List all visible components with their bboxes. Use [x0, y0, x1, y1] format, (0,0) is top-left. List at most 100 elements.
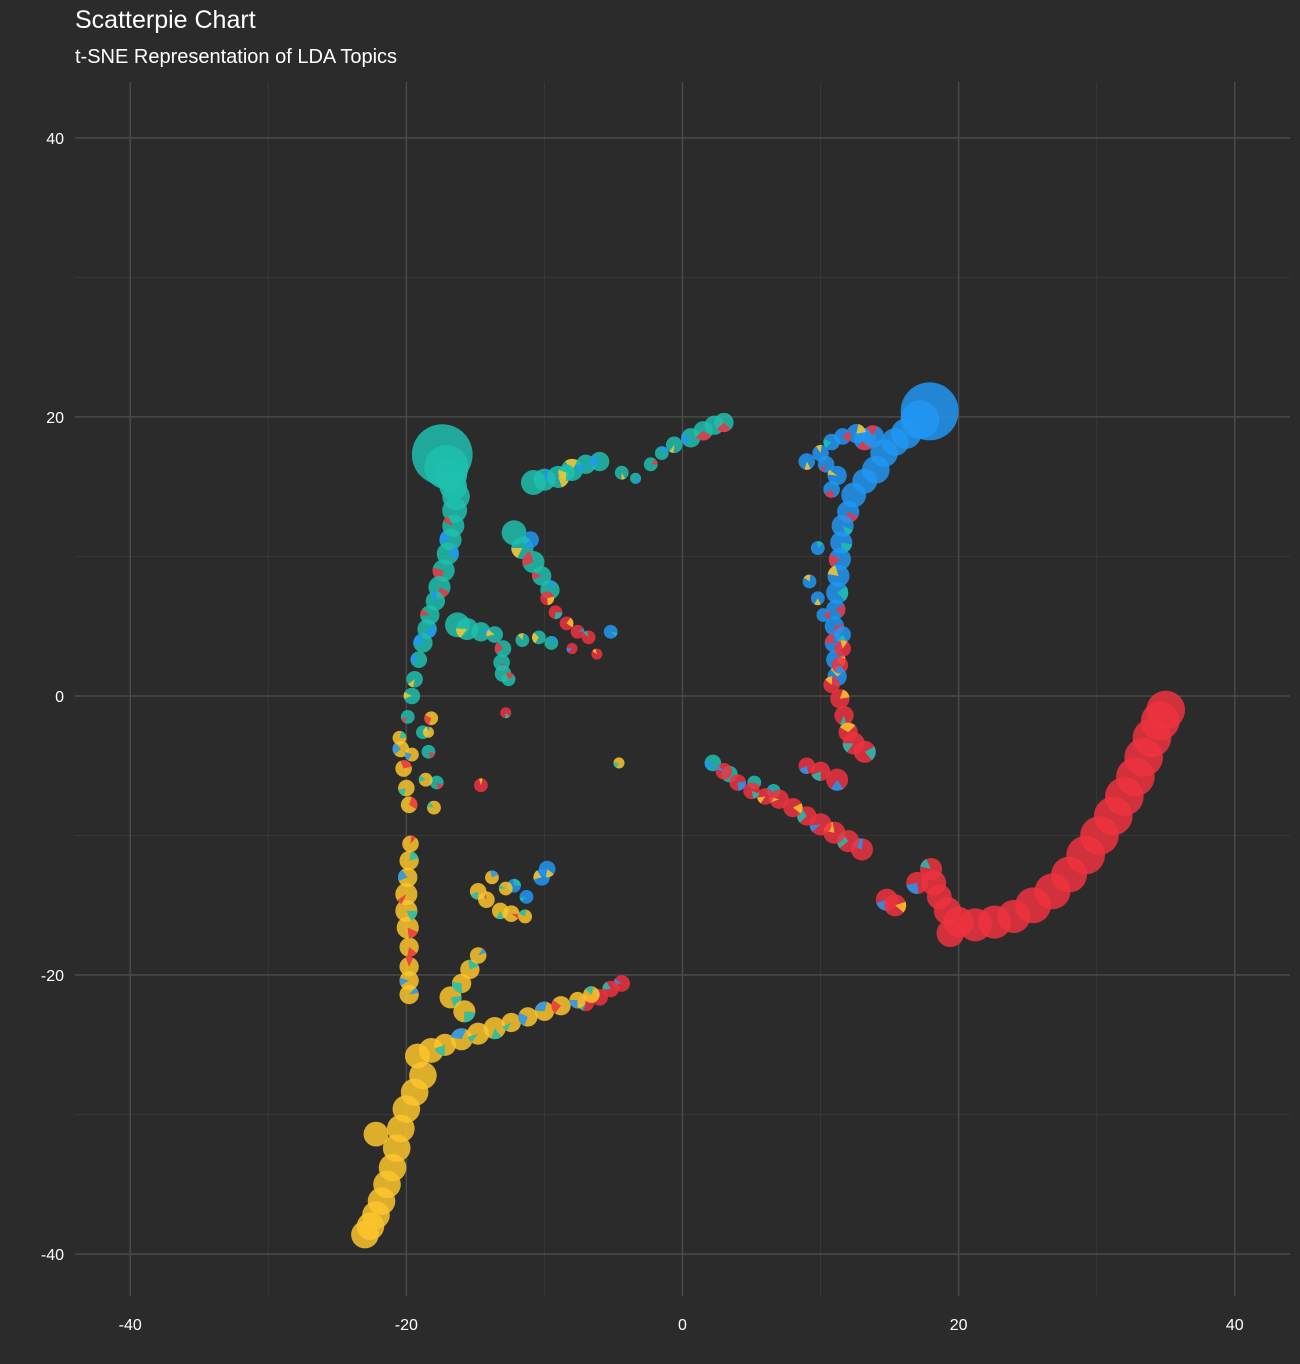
pie-slice — [839, 689, 850, 699]
pie-slice — [635, 478, 642, 484]
chart-subtitle: t-SNE Representation of LDA Topics — [75, 46, 398, 68]
pie-slice — [592, 648, 597, 655]
pie-slice — [522, 535, 531, 545]
pie-slice — [532, 571, 542, 580]
scatterpie-point — [515, 633, 530, 648]
pie-slice — [566, 647, 573, 653]
pie-slice — [430, 591, 438, 602]
pie-slice — [834, 665, 846, 674]
scatterpie-point — [769, 789, 789, 809]
pie-slice — [839, 722, 856, 733]
pie-slice — [809, 824, 821, 832]
scatterpie-point — [810, 591, 825, 606]
scatterpie-point — [474, 778, 488, 793]
pie-slice — [828, 554, 840, 567]
pie-slice — [920, 859, 932, 870]
pie-slice — [450, 1028, 467, 1040]
pie-slice — [532, 632, 539, 644]
pie-slice — [831, 779, 844, 791]
pie-slice — [409, 851, 419, 861]
pie-slice — [410, 835, 416, 844]
pie-slice — [715, 765, 724, 772]
pie-slice — [407, 679, 415, 688]
pie-slice — [554, 612, 563, 620]
pie-slice — [424, 714, 432, 725]
pie-slice — [467, 1033, 479, 1043]
pie-slice — [436, 782, 444, 790]
pie-slice — [513, 878, 521, 886]
pie-slice — [434, 1044, 446, 1056]
pie-slice — [400, 760, 412, 769]
pie-slice — [518, 909, 527, 917]
scatterpie-point — [519, 890, 534, 904]
y-tick-label: 40 — [46, 131, 64, 148]
x-tick-label: 40 — [1226, 1317, 1244, 1334]
y-tick-label: -40 — [41, 1247, 64, 1264]
pie-slice — [792, 803, 803, 814]
pie-slice — [866, 425, 878, 437]
scatterpie-point — [834, 626, 851, 643]
pie-slice — [522, 551, 534, 567]
pie-slice — [397, 894, 407, 905]
pie-slice — [864, 746, 876, 761]
pie-slice — [824, 489, 835, 498]
y-tick-label: 20 — [46, 410, 64, 427]
pie-slice — [407, 947, 417, 957]
pie-slice — [811, 771, 822, 781]
scatterpie-point — [483, 1017, 506, 1040]
pie-slice — [823, 439, 832, 449]
x-tick-label: 20 — [950, 1317, 968, 1334]
pie-slice — [842, 430, 851, 443]
scatterpie-point — [936, 919, 965, 948]
scatterpie-point — [831, 656, 849, 674]
pie-slice — [842, 743, 854, 753]
y-axis-ticks: 40 20 0 -20 -40 — [41, 131, 64, 1264]
scatterpie-point — [409, 1061, 437, 1090]
pie-slice — [681, 433, 691, 446]
x-tick-label: 0 — [678, 1317, 687, 1334]
scatterpie-point — [828, 548, 851, 571]
pie-slice — [470, 891, 479, 900]
pie-slice — [856, 424, 867, 434]
scatterpie-point — [363, 1121, 389, 1147]
pie-slice — [823, 610, 831, 620]
pie-slice — [490, 870, 499, 878]
pie-slice — [404, 751, 412, 761]
x-axis-ticks: -40 -20 0 20 40 — [119, 1317, 1244, 1334]
pie-slice — [547, 596, 555, 606]
pie-slice — [827, 565, 839, 576]
pie-slice — [757, 796, 766, 804]
pie-slice — [650, 459, 658, 465]
scatterpie-point — [861, 425, 885, 448]
pie-slice — [825, 676, 833, 685]
pie-slice — [427, 625, 437, 639]
pie-slice — [613, 762, 619, 768]
scatterpie-point — [570, 624, 585, 639]
pie-slice — [427, 801, 434, 808]
pie-slice — [410, 653, 419, 664]
pie-slice — [398, 869, 408, 881]
pie-slice — [577, 628, 585, 632]
pie-slice — [819, 464, 827, 472]
pie-slice — [551, 636, 558, 643]
pie-slice — [511, 547, 523, 558]
pie-slice — [450, 995, 462, 1008]
scatterpie-point — [834, 705, 854, 726]
pie-slice — [585, 986, 594, 995]
x-tick-label: -40 — [119, 1317, 142, 1334]
pie-slice — [498, 885, 506, 889]
pie-slice — [704, 760, 713, 771]
pie-slice — [519, 896, 527, 902]
pie-slice — [602, 981, 611, 990]
pie-slice — [518, 1012, 528, 1026]
pie-slice — [398, 788, 407, 796]
pie-slice — [439, 531, 451, 544]
pie-slice — [392, 742, 401, 755]
pie-slice — [399, 731, 407, 738]
scatterpie-point — [422, 726, 434, 738]
pie-slice — [839, 715, 847, 726]
pie-slice — [545, 869, 554, 878]
pie-slice — [716, 422, 731, 433]
